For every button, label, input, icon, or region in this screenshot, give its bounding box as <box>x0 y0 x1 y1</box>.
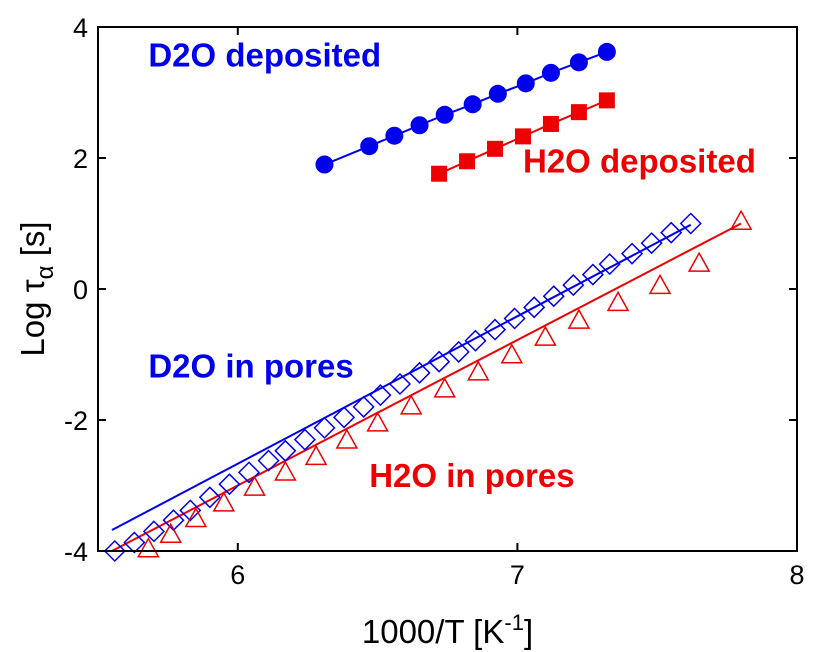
h2o-in-pores-point <box>648 273 672 295</box>
d2o-in-pores-point <box>523 296 546 319</box>
x-tick-label: 7 <box>510 560 525 590</box>
y-tick-label: 0 <box>73 275 88 305</box>
d2o-in-pores-point <box>103 539 126 563</box>
d2o-in-pores-point <box>503 307 526 330</box>
h2o-in-pores-point <box>335 428 359 449</box>
d2o-in-pores-point <box>408 361 431 384</box>
annotation-d2o-deposited: D2O deposited <box>148 36 381 73</box>
d2o-in-pores-point <box>218 473 241 496</box>
h2o-in-pores-point <box>366 411 389 432</box>
d2o-in-pores-point <box>679 212 702 235</box>
d2o-in-pores-point <box>542 285 565 308</box>
d2o-in-pores-point <box>660 221 683 244</box>
d2o-in-pores-point <box>640 232 663 255</box>
h2o-in-pores-point <box>399 394 423 415</box>
h2o-in-pores-point <box>243 475 266 496</box>
d2o-in-pores-point <box>483 318 507 341</box>
d2o-in-pores-point <box>581 263 604 286</box>
annotation-h2o-deposited: H2O deposited <box>523 142 756 179</box>
h2o-in-pores-point <box>274 460 297 481</box>
d2o-in-pores-point <box>388 372 412 396</box>
h2o-in-pores-fit-line <box>111 222 742 552</box>
d2o-in-pores-point <box>332 406 356 429</box>
d2o-in-pores-fit-line <box>111 223 692 531</box>
h2o-in-pores-point <box>729 209 753 230</box>
d2o-in-pores-point <box>464 329 487 352</box>
d2o-in-pores-point <box>257 449 280 472</box>
d2o-deposited-point <box>597 42 616 61</box>
annotations-layer: D2O deposited H2O deposited D2O in pores H2… <box>148 36 756 494</box>
y-tick-label: -2 <box>64 406 88 436</box>
axis-ticks-layer: 6 7 8 -4 -2 0 2 4 <box>64 13 805 590</box>
h2o-deposited-point <box>598 92 615 109</box>
d2o-in-pores-point <box>598 253 621 276</box>
d2o-deposited-point <box>569 53 588 72</box>
h2o-in-pores-point <box>433 377 456 398</box>
d2o-in-pores-point <box>447 340 470 363</box>
d2o-deposited-point <box>541 63 560 82</box>
data-points-layer <box>103 42 753 563</box>
h2o-in-pores-point <box>534 325 557 346</box>
h2o-deposited-point <box>514 128 531 145</box>
d2o-deposited-point <box>360 137 379 156</box>
h2o-in-pores-point <box>606 290 630 312</box>
d2o-in-pores-point <box>162 509 185 532</box>
d2o-in-pores-point <box>562 274 585 297</box>
d2o-in-pores-point <box>620 242 644 265</box>
d2o-in-pores-point <box>237 461 261 484</box>
y-tick-label: 4 <box>73 13 88 43</box>
d2o-in-pores-point <box>179 499 202 522</box>
annotation-h2o-in-pores: H2O in pores <box>369 457 574 494</box>
h2o-in-pores-point <box>500 343 524 364</box>
h2o-deposited-point <box>542 115 559 132</box>
h2o-deposited-point <box>459 153 476 170</box>
h2o-in-pores-point <box>466 360 490 381</box>
d2o-deposited-point <box>315 155 334 174</box>
d2o-deposited-point <box>488 84 507 103</box>
d2o-in-pores-point <box>313 416 336 439</box>
h2o-in-pores-point <box>212 491 236 512</box>
d2o-in-pores-point <box>428 350 451 373</box>
y-tick-label: -4 <box>64 537 88 567</box>
d2o-in-pores-point <box>293 428 316 451</box>
h2o-deposited-point <box>570 104 587 121</box>
d2o-in-pores-point <box>123 531 146 554</box>
d2o-in-pores-point <box>142 520 165 543</box>
x-tick-label: 8 <box>789 560 804 590</box>
h2o-deposited-point <box>431 165 448 182</box>
h2o-in-pores-point <box>184 507 208 528</box>
annotation-d2o-in-pores: D2O in pores <box>148 347 353 384</box>
h2o-in-pores-point <box>137 537 160 558</box>
d2o-in-pores-point <box>369 384 392 407</box>
x-tick-label: 6 <box>230 560 245 590</box>
h2o-in-pores-point <box>304 444 328 466</box>
d2o-in-pores-point <box>352 395 375 418</box>
d2o-deposited-point <box>435 105 454 124</box>
x-axis-title: 1000/T [K-1] <box>362 610 533 650</box>
h2o-in-pores-point <box>687 251 711 272</box>
y-tick-label: 2 <box>73 144 88 174</box>
d2o-deposited-point <box>410 116 429 135</box>
d2o-deposited-point <box>516 74 535 93</box>
d2o-in-pores-point <box>198 486 221 509</box>
h2o-deposited-point <box>487 140 504 157</box>
h2o-in-pores-point <box>567 308 591 329</box>
h2o-in-pores-point <box>159 522 182 544</box>
y-axis-title: Log τα [s] <box>14 221 59 356</box>
d2o-deposited-point <box>385 126 404 145</box>
d2o-deposited-point <box>463 95 482 114</box>
